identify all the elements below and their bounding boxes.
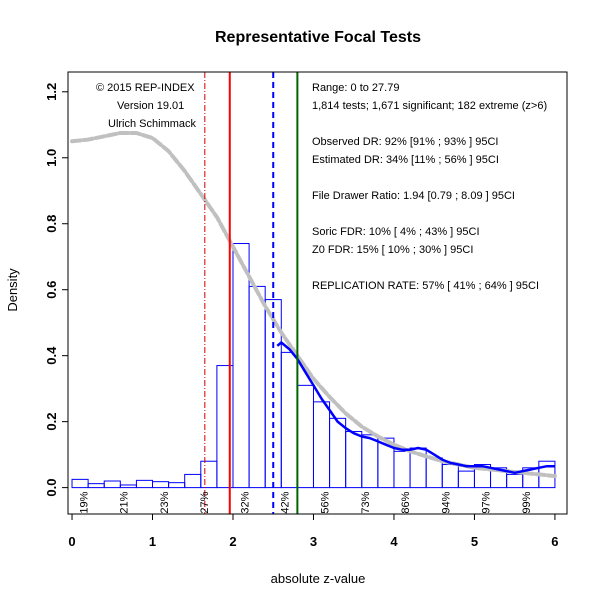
histogram-bar	[506, 473, 524, 489]
percent-label: 23%	[159, 491, 171, 513]
histogram-bar	[103, 480, 121, 489]
plot-frame	[67, 71, 568, 515]
percent-label: 42%	[280, 491, 292, 513]
histogram-bar	[329, 417, 347, 489]
histogram-bar	[441, 464, 459, 489]
x-tick-label: 5	[471, 534, 478, 549]
percent-label: 94%	[441, 491, 453, 513]
annotation-right: Estimated DR: 34% [11% ; 56% ] 95CI	[312, 154, 499, 166]
annotation-left: © 2015 REP-INDEX	[96, 82, 195, 94]
annotation-left: Ulrich Schimmack	[108, 118, 197, 130]
y-tick-label: 0.2	[44, 413, 59, 431]
axes: 0 1 2 3 4 5 6 0.0 0.2 0.4 0.6 0.8 1.0 1.2	[44, 83, 559, 549]
annotation-right: 1,814 tests; 1,671 significant; 182 extr…	[312, 100, 547, 112]
x-tick-label: 1	[149, 534, 156, 549]
percent-label: 27%	[199, 491, 211, 513]
percent-label: 99%	[521, 491, 533, 513]
percent-label: 19%	[78, 491, 90, 513]
x-tick-label: 4	[390, 534, 398, 549]
y-tick-label: 1.0	[44, 149, 59, 167]
y-tick-label: 0.6	[44, 281, 59, 299]
y-axis-label: Density	[5, 268, 20, 312]
histogram-bar	[393, 450, 411, 489]
histogram-bar	[296, 384, 314, 489]
y-tick-label: 0.0	[44, 479, 59, 497]
percent-label: 97%	[481, 491, 493, 513]
plot-area: 19% 21% 23% 27% 32% 42% 56% 73% 86% 94% 97% 99%	[70, 72, 557, 514]
histogram-bar	[232, 243, 250, 489]
x-tick-label: 2	[229, 534, 236, 549]
x-tick-label: 6	[551, 534, 558, 549]
histogram-bar	[312, 401, 331, 489]
annotation-right: File Drawer Ratio: 1.94 [0.79 ; 8.09 ] 9…	[312, 190, 515, 202]
annotation-right: Range: 0 to 27.79	[312, 82, 399, 94]
histogram-bar	[200, 460, 218, 489]
histogram-bar	[71, 478, 89, 489]
y-tick-label: 0.8	[44, 215, 59, 233]
annotation-right: Z0 FDR: 15% [ 10% ; 30% ] 95CI	[312, 244, 473, 256]
x-tick-label: 3	[310, 534, 317, 549]
density-curve-blue	[276, 341, 555, 475]
percent-label: 56%	[320, 491, 332, 513]
histogram-bar	[345, 431, 363, 489]
histogram-bar	[248, 285, 266, 489]
y-tick-label: 0.4	[44, 346, 59, 365]
chart-title: Representative Focal Tests	[215, 29, 421, 46]
percent-label: 86%	[400, 491, 412, 513]
histogram-bar	[184, 473, 202, 489]
annotation-right: REPLICATION RATE: 57% [ 41% ; 64% ] 95CI	[312, 280, 539, 292]
annotation-right: Observed DR: 92% [91% ; 93% ] 95CI	[312, 136, 498, 148]
histogram-bar	[361, 434, 379, 489]
histogram-bar	[168, 482, 186, 489]
x-tick-label: 0	[68, 534, 75, 549]
y-tick-label: 1.2	[44, 83, 59, 101]
histogram-bar	[87, 483, 105, 489]
percent-label: 21%	[119, 491, 131, 513]
histogram-bar	[152, 481, 170, 489]
histogram-bar	[119, 484, 137, 489]
histogram-bar	[135, 479, 154, 489]
annotation-left: Version 19.01	[117, 100, 184, 112]
annotations: © 2015 REP-INDEX Version 19.01 Ulrich Schi…	[96, 82, 547, 292]
annotation-right: Soric FDR: 10% [ 4% ; 43% ] 95CI	[312, 226, 480, 238]
percent-label: 32%	[239, 491, 251, 513]
percent-label: 73%	[360, 491, 372, 513]
histogram-bar	[280, 351, 298, 489]
histogram-bar	[457, 470, 475, 489]
x-axis-label: absolute z-value	[271, 571, 366, 586]
density-curve-grey	[70, 131, 557, 479]
